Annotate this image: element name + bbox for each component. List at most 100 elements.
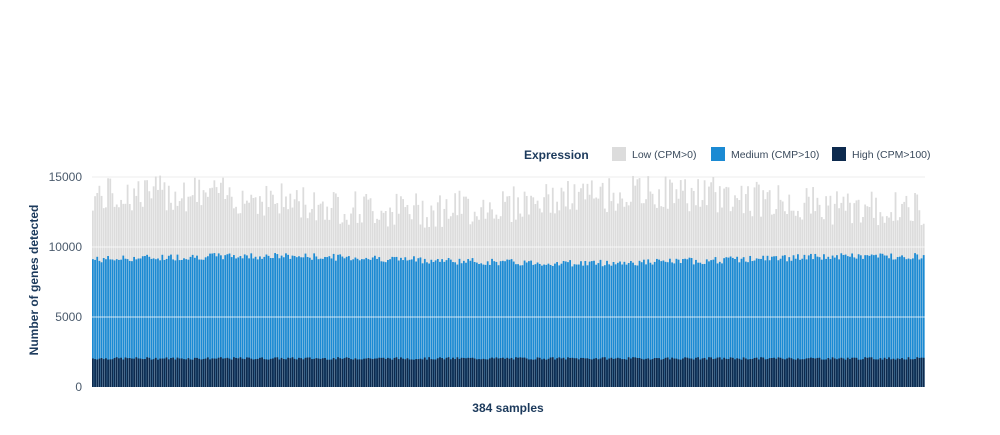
high-bar: [363, 358, 365, 387]
high-bar: [922, 357, 925, 387]
medium-bar: [488, 264, 491, 387]
high-bar: [541, 359, 543, 387]
medium-bar: [285, 253, 287, 387]
high-bar: [649, 359, 652, 387]
medium-bar: [393, 257, 396, 387]
medium-bar: [729, 256, 732, 387]
legend-label-medium: Medium (CMP>10): [731, 149, 819, 161]
medium-bar: [911, 258, 914, 387]
medium-bar: [387, 259, 389, 387]
high-bar: [692, 359, 695, 387]
medium-bar: [263, 256, 266, 387]
medium-bar: [198, 259, 201, 387]
medium-bar: [276, 254, 279, 387]
high-bar: [892, 358, 895, 387]
high-bar: [777, 357, 780, 387]
medium-bar: [347, 256, 350, 387]
high-bar: [298, 357, 300, 387]
high-bar: [239, 357, 242, 387]
high-bar: [534, 359, 537, 387]
high-bar: [465, 358, 467, 387]
high-bar: [287, 357, 290, 387]
high-bar: [690, 358, 693, 387]
high-bar: [206, 357, 209, 387]
high-bar: [193, 357, 196, 387]
high-bar: [488, 358, 491, 387]
high-bar: [888, 357, 890, 387]
high-bar: [636, 358, 639, 387]
medium-bar: [775, 256, 778, 387]
high-bar: [590, 359, 593, 387]
medium-bar: [400, 257, 402, 387]
high-bar: [376, 358, 378, 387]
high-bar: [211, 358, 214, 387]
legend-swatch-low: [612, 147, 626, 161]
high-bar: [374, 358, 376, 387]
medium-bar: [272, 258, 274, 387]
high-bar: [267, 359, 270, 387]
medium-bar: [321, 258, 324, 387]
high-bar: [395, 357, 398, 387]
gridlines-over: [92, 246, 925, 318]
medium-bar: [831, 255, 834, 387]
medium-bar: [343, 258, 346, 387]
medium-bar: [701, 264, 704, 387]
medium-bar: [629, 260, 632, 387]
y-tick-label: 5000: [55, 310, 82, 324]
medium-bar: [664, 261, 667, 387]
high-bar: [198, 358, 201, 387]
high-bar: [781, 358, 784, 387]
medium-bar: [120, 259, 122, 387]
high-bar: [354, 358, 357, 387]
medium-bar: [135, 259, 138, 387]
medium-bar: [662, 260, 665, 387]
high-bar: [185, 359, 188, 387]
high-bar: [870, 357, 873, 387]
medium-bar: [452, 262, 454, 387]
high-bar: [100, 358, 103, 387]
high-bar: [202, 358, 205, 387]
medium-bar: [428, 263, 431, 387]
high-bar: [439, 357, 441, 387]
high-bar: [144, 359, 146, 387]
high-bar: [263, 359, 266, 387]
high-bar: [753, 357, 756, 387]
medium-bar: [150, 258, 153, 387]
medium-bar: [293, 255, 296, 387]
high-bar: [697, 357, 700, 387]
high-bar: [254, 359, 257, 387]
medium-bar: [378, 257, 381, 387]
high-bar: [564, 359, 567, 387]
medium-bar: [653, 261, 656, 387]
medium-bar: [920, 258, 923, 387]
medium-bar: [792, 255, 795, 387]
high-bar: [133, 358, 135, 387]
high-bar: [115, 357, 118, 387]
high-bar: [237, 358, 240, 387]
medium-bar: [875, 254, 877, 387]
high-bar: [905, 359, 908, 387]
medium-bar: [161, 254, 164, 387]
high-bar: [137, 358, 140, 387]
medium-bar: [430, 259, 433, 387]
medium-bar: [391, 256, 394, 387]
medium-bar: [167, 255, 170, 387]
high-bar: [187, 358, 190, 387]
high-bar: [872, 359, 875, 387]
high-bar: [614, 358, 617, 387]
medium-bar: [833, 257, 836, 387]
high-bar: [324, 358, 326, 387]
medium-bar: [712, 259, 715, 387]
high-bar: [449, 359, 452, 387]
high-bar: [682, 358, 684, 387]
high-bar: [775, 358, 778, 387]
medium-bar: [545, 264, 548, 387]
medium-bar: [144, 256, 146, 387]
high-bar: [556, 358, 558, 387]
high-bar: [250, 358, 253, 387]
medium-bar: [107, 256, 109, 387]
high-bar: [597, 359, 600, 387]
high-bar: [801, 359, 804, 387]
medium-bar: [499, 261, 502, 387]
high-bar: [426, 359, 428, 387]
